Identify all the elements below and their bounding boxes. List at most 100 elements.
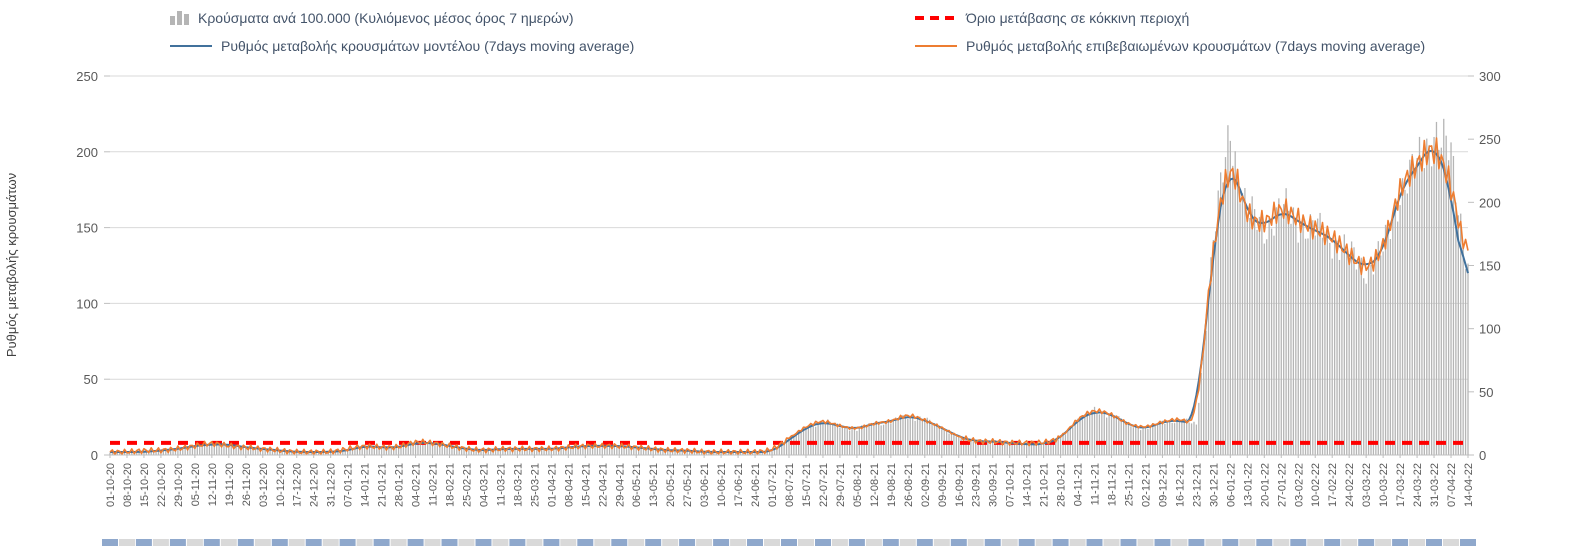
x-tick-label: 14-01-21 <box>360 463 372 507</box>
x-tick-label: 21-01-21 <box>377 463 389 507</box>
y-axis-title: Ρυθμός μεταβολής κρουσμάτων <box>4 173 19 357</box>
x-tick-label: 07-04-22 <box>1446 463 1458 507</box>
x-tick-label: 18-11-21 <box>1107 463 1119 506</box>
x-tick-label: 30-09-21 <box>988 463 1000 507</box>
x-axis-labels: 01-10-20 08-10-20 15-10-20 22-10-20 29-10-20… <box>105 463 1475 507</box>
x-tick-label: 25-11-21 <box>1124 463 1136 506</box>
x-tick-label: 12-11-20 <box>207 463 219 506</box>
x-tick-label: 31-12-20 <box>326 463 338 507</box>
x-tick-label: 21-10-21 <box>1039 463 1051 507</box>
y-right-tick-label: 50 <box>1479 385 1493 400</box>
x-tick-label: 19-08-21 <box>886 463 898 507</box>
x-tick-label: 12-08-21 <box>869 463 881 507</box>
y-right-tick-label: 300 <box>1479 69 1501 84</box>
x-tick-label: 29-04-21 <box>614 463 626 507</box>
y-axis-title-text: Ρυθμός μεταβολής κρουσμάτων <box>4 173 19 357</box>
x-tick-label: 24-06-21 <box>750 463 762 507</box>
x-tick-label: 09-12-21 <box>1158 463 1170 507</box>
x-tick-label: 08-04-21 <box>563 463 575 507</box>
x-tick-label: 28-10-21 <box>1056 463 1068 507</box>
x-tick-label: 08-07-21 <box>784 463 796 507</box>
x-tick-label: 03-12-20 <box>258 463 270 507</box>
x-tick-label: 04-03-21 <box>479 463 491 507</box>
x-tick-label: 02-12-21 <box>1141 463 1153 507</box>
x-tick-label: 07-01-21 <box>343 463 355 507</box>
x-tick-label: 27-01-22 <box>1276 463 1288 507</box>
x-tick-label: 16-12-21 <box>1174 463 1186 507</box>
x-tick-label: 15-10-20 <box>139 463 151 507</box>
bars-series-swatch-icon <box>170 11 189 25</box>
x-tick-label: 09-09-21 <box>937 463 949 507</box>
x-tick-label: 01-07-21 <box>767 463 779 507</box>
y-right-tick-label: 100 <box>1479 322 1501 337</box>
x-tick-label: 16-09-21 <box>954 463 966 507</box>
x-tick-label: 28-01-21 <box>394 463 406 507</box>
x-tick-label: 03-02-22 <box>1293 463 1305 507</box>
x-tick-label: 10-02-22 <box>1310 463 1322 507</box>
x-tick-label: 15-04-21 <box>580 463 592 507</box>
confirmed-line <box>109 137 1469 456</box>
x-tick-label: 01-10-20 <box>105 463 117 507</box>
x-tick-label: 26-08-21 <box>903 463 915 507</box>
x-tick-label: 31-03-22 <box>1429 463 1441 507</box>
x-tick-label: 13-05-21 <box>648 463 660 507</box>
x-tick-label: 02-09-21 <box>920 463 932 507</box>
x-tick-label: 03-06-21 <box>699 463 711 507</box>
x-tick-label: 29-10-20 <box>173 463 185 507</box>
x-tick-label: 24-02-22 <box>1344 463 1356 507</box>
x-tick-label: 14-10-21 <box>1022 463 1034 507</box>
legend-label-model-line: Ρυθμός μεταβολής κρουσμάτων μοντέλου (7d… <box>221 38 635 54</box>
model-line <box>110 149 1469 453</box>
x-tick-label: 04-02-21 <box>411 463 423 507</box>
x-tick-label: 24-12-20 <box>309 463 321 507</box>
x-tick-label: 17-12-20 <box>292 463 304 507</box>
x-tick-label: 25-02-21 <box>462 463 474 507</box>
x-tick-label: 06-05-21 <box>631 463 643 507</box>
chart-legend: Κρούσματα ανά 100.000 (Κυλιόμενος μέσος … <box>0 0 1585 60</box>
y-left-tick-label: 200 <box>76 145 98 160</box>
x-tick-label: 18-03-21 <box>512 463 524 507</box>
legend-item-threshold: Όριο μετάβασης σε κόκκινη περιοχή <box>915 8 1189 28</box>
x-tick-label: 26-11-20 <box>241 463 253 506</box>
x-tick-label: 24-03-22 <box>1412 463 1424 507</box>
x-tick-label: 22-10-20 <box>156 463 168 507</box>
x-tick-label: 20-01-22 <box>1259 463 1271 507</box>
x-tick-label: 03-03-22 <box>1361 463 1373 507</box>
x-tick-label: 11-02-21 <box>428 463 440 506</box>
cases-bars <box>109 118 1469 456</box>
x-tick-label: 18-02-21 <box>445 463 457 507</box>
x-tick-label: 05-11-20 <box>190 463 202 506</box>
threshold-line-swatch-icon <box>915 16 957 20</box>
y-left-tick-label: 250 <box>76 69 98 84</box>
x-tick-label: 23-09-21 <box>971 463 983 507</box>
x-tick-label: 08-10-20 <box>122 463 134 507</box>
y-right-tick-label: 0 <box>1479 448 1486 463</box>
x-tick-label: 22-04-21 <box>597 463 609 507</box>
y-axis-left-labels: 0 50 100 150 200 250 <box>76 69 110 463</box>
bottom-strip <box>102 539 1476 546</box>
model-line-swatch-icon <box>170 45 212 47</box>
y-right-tick-label: 150 <box>1479 259 1501 274</box>
x-tick-label: 05-08-21 <box>852 463 864 507</box>
x-tick-label: 06-01-22 <box>1225 463 1237 507</box>
x-tick-label: 22-07-21 <box>818 463 830 507</box>
x-tick-label: 10-12-20 <box>275 463 287 507</box>
y-right-tick-label: 250 <box>1479 132 1501 147</box>
x-tick-label: 11-11-21 <box>1090 463 1102 505</box>
x-tick-label: 07-10-21 <box>1005 463 1017 507</box>
legend-label-confirmed-line: Ρυθμός μεταβολής επιβεβαιωμένων κρουσμάτ… <box>966 38 1426 54</box>
legend-label-threshold: Όριο μετάβασης σε κόκκινη περιοχή <box>966 10 1190 26</box>
y-left-tick-label: 50 <box>84 372 98 387</box>
legend-item-model-line: Ρυθμός μεταβολής κρουσμάτων μοντέλου (7d… <box>170 36 634 56</box>
y-left-tick-label: 150 <box>76 221 98 236</box>
x-axis <box>109 454 1469 458</box>
x-tick-label: 17-03-22 <box>1395 463 1407 507</box>
x-tick-label: 15-07-21 <box>801 463 813 507</box>
x-tick-label: 14-04-22 <box>1463 463 1475 507</box>
x-tick-label: 10-06-21 <box>716 463 728 507</box>
x-tick-label: 11-03-21 <box>495 463 507 506</box>
x-tick-label: 17-06-21 <box>733 463 745 507</box>
legend-item-cases-bars: Κρούσματα ανά 100.000 (Κυλιόμενος μέσος … <box>170 8 574 28</box>
y-right-tick-label: 200 <box>1479 195 1501 210</box>
